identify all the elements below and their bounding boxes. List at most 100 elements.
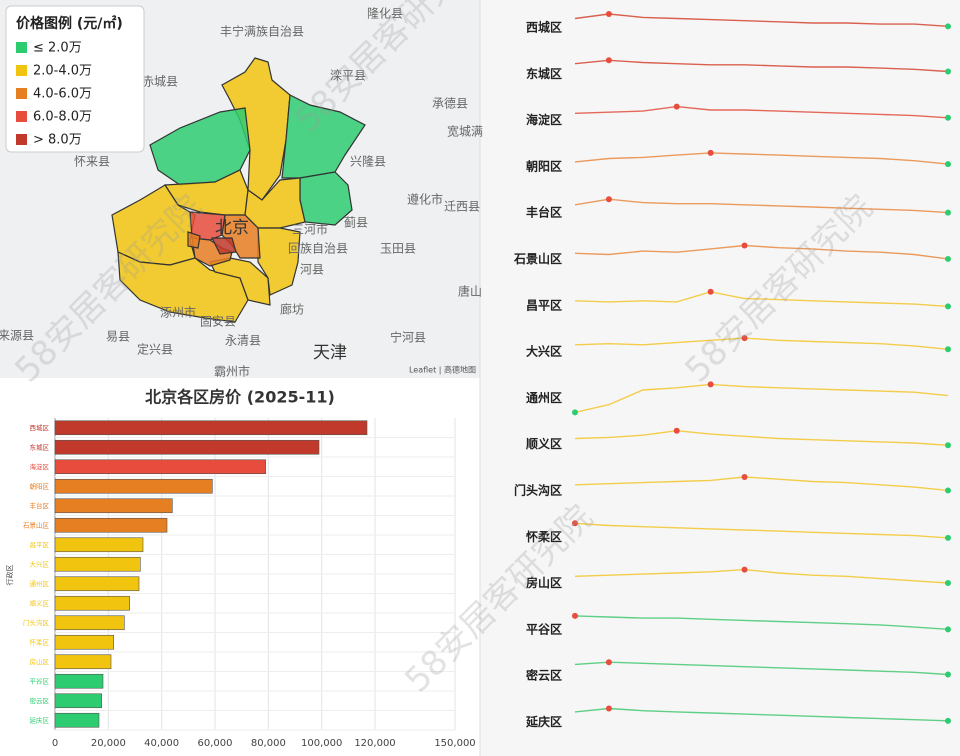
bar bbox=[54, 654, 112, 670]
sparkline-panel bbox=[480, 0, 960, 756]
sparkline-label: 昌平区 bbox=[526, 298, 562, 312]
min-marker bbox=[945, 114, 951, 121]
place-label: 丰宁满族自治县 bbox=[220, 24, 304, 39]
y-tick-label: 石景山区 bbox=[23, 520, 50, 529]
bar bbox=[54, 439, 320, 455]
legend-items: ≤ 2.0万 2.0-4.0万 4.0-6.0万 6.0-8.0万 > 8.0万 bbox=[16, 41, 92, 148]
max-marker bbox=[572, 520, 578, 527]
max-marker bbox=[605, 11, 612, 17]
district-shijingshan bbox=[187, 231, 201, 249]
max-marker bbox=[605, 705, 612, 712]
place-label: 来源县 bbox=[0, 329, 34, 343]
legend-swatch bbox=[16, 88, 27, 99]
place-label: 易县 bbox=[106, 330, 130, 344]
legend: 价格图例 (元/㎡) ≤ 2.0万 2.0-4.0万 4.0-6.0万 6.0-8.0… bbox=[5, 5, 145, 153]
min-marker bbox=[945, 255, 951, 262]
min-marker bbox=[945, 346, 951, 353]
sparkline bbox=[574, 522, 949, 539]
max-marker bbox=[572, 612, 578, 619]
sparkline bbox=[574, 707, 949, 722]
y-tick-label: 东城区 bbox=[30, 442, 50, 451]
sparkline-label: 门头沟区 bbox=[514, 483, 562, 498]
min-marker bbox=[945, 442, 951, 449]
sparkline-label: 密云区 bbox=[526, 668, 562, 683]
sparkline-label: 顺义区 bbox=[526, 436, 562, 451]
max-marker bbox=[605, 196, 612, 203]
legend-label: 4.0-6.0万 bbox=[33, 87, 92, 102]
min-marker bbox=[945, 161, 951, 168]
bar bbox=[54, 673, 104, 689]
place-label: 唐山 bbox=[458, 284, 482, 299]
bar bbox=[54, 459, 266, 475]
sparkline-label: 怀柔区 bbox=[526, 529, 562, 544]
legend-swatch bbox=[16, 42, 27, 53]
place-label: 永清县 bbox=[225, 334, 261, 348]
sparkline-label: 丰台区 bbox=[526, 205, 562, 220]
min-marker bbox=[945, 671, 951, 678]
legend-swatch bbox=[16, 65, 27, 76]
x-tick-label: 120,000 bbox=[354, 738, 395, 749]
sparkline-label: 通州区 bbox=[526, 390, 562, 405]
bar bbox=[54, 595, 130, 611]
sparkline bbox=[574, 383, 949, 414]
map-attribution: Leaflet | 高德地图 bbox=[409, 365, 476, 375]
min-marker bbox=[945, 717, 951, 724]
y-tick-label: 海淀区 bbox=[30, 462, 50, 471]
sparkline-label: 东城区 bbox=[526, 66, 562, 81]
legend-label: ≤ 2.0万 bbox=[33, 41, 82, 56]
place-label: 宽城满 bbox=[447, 124, 483, 139]
min-marker bbox=[945, 580, 951, 587]
max-marker bbox=[707, 381, 714, 388]
legend-title: 价格图例 (元/㎡) bbox=[16, 15, 123, 32]
sparkline-label: 朝阳区 bbox=[526, 158, 562, 173]
district-yanqing bbox=[149, 107, 251, 186]
y-tick-label: 房山区 bbox=[30, 657, 50, 666]
y-tick-label: 昌平区 bbox=[30, 541, 50, 549]
max-marker bbox=[673, 103, 680, 110]
place-label: 蓟县 bbox=[344, 216, 368, 230]
sparklines: 西城区东城区海淀区朝阳区丰台区石景山区昌平区大兴区通州区顺义区门头沟区怀柔区房山… bbox=[513, 11, 951, 729]
bar bbox=[54, 634, 114, 650]
min-marker bbox=[945, 209, 951, 216]
legend-swatch bbox=[16, 134, 27, 145]
bar bbox=[54, 498, 173, 514]
max-marker bbox=[605, 57, 612, 64]
bar bbox=[54, 615, 125, 631]
legend-swatch bbox=[16, 111, 27, 122]
y-tick-label: 顺义区 bbox=[30, 599, 50, 607]
max-marker bbox=[741, 474, 748, 480]
y-tick-label: 延庆区 bbox=[30, 715, 50, 724]
sparkline-label: 石景山区 bbox=[513, 251, 562, 266]
place-label: 兴隆县 bbox=[350, 154, 386, 169]
place-label: 隆化县 bbox=[367, 6, 403, 21]
place-label: 回族自治县 bbox=[288, 242, 348, 256]
place-label: 滦平县 bbox=[330, 68, 366, 83]
district-fengtai bbox=[191, 237, 233, 267]
y-tick-label: 丰台区 bbox=[30, 501, 50, 510]
max-marker bbox=[707, 288, 714, 295]
place-label: 宁河县 bbox=[390, 330, 426, 345]
sparkline bbox=[574, 13, 949, 27]
legend-label: 2.0-4.0万 bbox=[33, 64, 92, 79]
legend-box bbox=[5, 5, 145, 153]
min-marker bbox=[945, 303, 951, 310]
district-daxing bbox=[209, 257, 271, 306]
place-label: 迁西县 bbox=[444, 200, 480, 214]
place-label: 玉田县 bbox=[380, 242, 416, 256]
sparkline-label: 房山区 bbox=[526, 575, 562, 590]
min-marker bbox=[945, 487, 951, 494]
x-tick-label: 0 bbox=[52, 738, 58, 749]
x-tick-label: 150,000 bbox=[434, 738, 475, 749]
district-map bbox=[111, 57, 366, 323]
y-tick-label: 通州区 bbox=[30, 579, 50, 588]
min-marker bbox=[945, 534, 951, 541]
x-tick-label: 60,000 bbox=[198, 738, 233, 749]
bar-chart-title: 北京各区房价 (2025-11) bbox=[145, 388, 335, 407]
bar bbox=[54, 576, 140, 592]
sparkline bbox=[574, 198, 949, 214]
place-label: 三河市 bbox=[292, 222, 328, 237]
sparkline-label: 西城区 bbox=[526, 20, 562, 35]
min-marker bbox=[945, 23, 951, 30]
y-tick-label: 怀柔区 bbox=[30, 637, 50, 646]
